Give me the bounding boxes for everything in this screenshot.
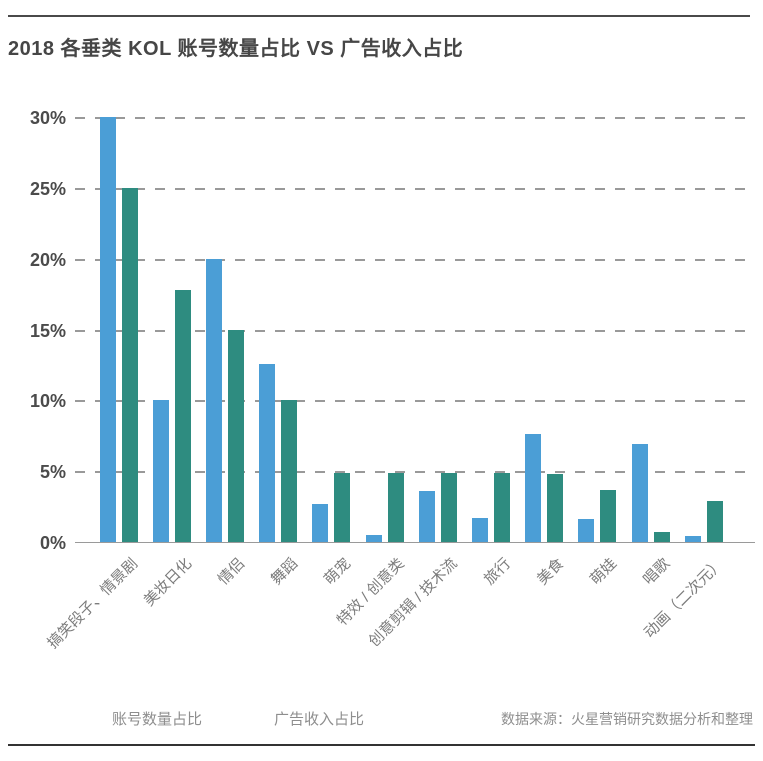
bar-group xyxy=(312,117,351,542)
bar-group xyxy=(259,117,298,542)
x-axis-label: 美食 xyxy=(534,555,568,589)
x-axis-label: 搞笑段子、情景剧 xyxy=(44,555,142,653)
bar-group xyxy=(99,117,138,542)
y-axis-label: 15% xyxy=(29,320,66,341)
bar-accounts xyxy=(99,117,116,542)
bar-accounts xyxy=(631,444,648,542)
gridline-25 xyxy=(75,187,755,190)
bar-accounts xyxy=(684,536,701,542)
legend-item-accounts: 账号数量占比 xyxy=(112,711,203,728)
bar-ad-revenue xyxy=(387,472,404,542)
chart-legend: 账号数量占比 广告收入占比 xyxy=(112,708,364,729)
gridline-30 xyxy=(75,117,755,119)
bar-ad-revenue xyxy=(547,474,564,542)
bar-accounts xyxy=(365,534,382,542)
bar-ad-revenue xyxy=(227,329,244,542)
bar-accounts xyxy=(471,517,488,542)
bar-accounts xyxy=(259,363,276,542)
bar-accounts xyxy=(578,519,595,542)
bar-accounts xyxy=(312,503,329,542)
bar-group xyxy=(631,117,670,542)
y-axis-label: 30% xyxy=(29,108,66,128)
bar-ad-revenue xyxy=(706,500,723,542)
bar-accounts xyxy=(152,400,169,542)
bar-ad-revenue xyxy=(121,187,138,542)
bar-ad-revenue xyxy=(174,289,191,542)
y-axis-label: 25% xyxy=(29,178,66,199)
bar-ad-revenue xyxy=(600,489,617,542)
x-axis-label: 情侣 xyxy=(214,555,249,589)
top-divider xyxy=(8,15,750,17)
bar-accounts xyxy=(418,491,435,542)
bar-ad-revenue xyxy=(653,532,670,542)
x-axis-label: 萌娃 xyxy=(587,555,621,589)
x-axis-label: 舞蹈 xyxy=(268,555,302,589)
y-axis-label: 10% xyxy=(29,391,66,412)
legend-item-ad-revenue: 广告收入占比 xyxy=(274,711,365,728)
data-source-note: 数据来源：火星营销研究数据分析和整理 xyxy=(501,711,753,727)
bar-accounts xyxy=(205,258,222,542)
x-axis-label: 唱歌 xyxy=(640,555,674,589)
bar-group xyxy=(205,117,244,542)
bar-group xyxy=(418,117,457,542)
bar-group xyxy=(471,117,510,542)
bar-group xyxy=(525,117,564,542)
bar-group xyxy=(684,117,723,542)
bar-group xyxy=(365,117,404,542)
y-axis-label: 5% xyxy=(39,462,66,483)
bar-ad-revenue xyxy=(334,472,351,542)
gridline-10 xyxy=(75,400,755,403)
plot-area xyxy=(75,117,755,543)
x-axis-label: 美妆日化 xyxy=(140,555,195,610)
x-axis-line xyxy=(75,542,755,543)
gridline-5 xyxy=(75,471,755,474)
y-axis-label: 20% xyxy=(29,249,66,270)
y-axis-label: 0% xyxy=(39,533,66,553)
bar-accounts xyxy=(525,434,542,542)
gridline-20 xyxy=(75,258,755,261)
bar-group xyxy=(152,117,191,542)
bottom-divider xyxy=(8,744,755,746)
gridline-15 xyxy=(75,329,755,332)
bar-ad-revenue xyxy=(493,472,510,542)
x-axis-label: 旅行 xyxy=(480,555,515,589)
x-axis-label: 萌宠 xyxy=(321,555,355,589)
chart-title: 2018 各垂类 KOL 账号数量占比 VS 广告收入占比 xyxy=(8,38,464,60)
bar-group xyxy=(578,117,617,542)
bar-ad-revenue xyxy=(281,400,298,542)
bar-ad-revenue xyxy=(440,472,457,542)
